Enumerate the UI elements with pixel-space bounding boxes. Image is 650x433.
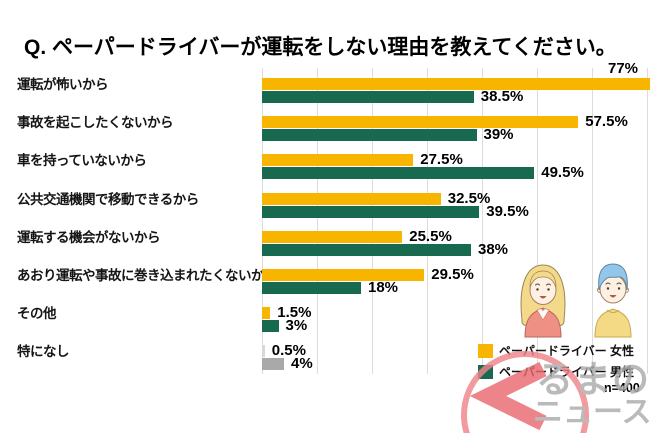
category-label: 事故を起こしたくないから [17, 115, 174, 131]
value-label: 39% [483, 126, 514, 144]
gridline [482, 68, 483, 374]
bar [262, 154, 414, 167]
bar [262, 243, 471, 256]
value-label: 1.5% [277, 304, 312, 322]
category-label: あおり運転や事故に巻き込まれたくないから [17, 268, 278, 283]
bar [262, 358, 284, 371]
bar [262, 345, 265, 358]
gridline [262, 68, 263, 374]
bar [262, 78, 650, 90]
woman-character-icon [520, 264, 566, 338]
value-label: 39.5% [486, 202, 529, 220]
logo-ring-icon [461, 351, 589, 433]
category-label: 公共交通機関で移動できるから [17, 191, 199, 207]
gridline [647, 68, 648, 374]
ku-mark-circle-icon [469, 361, 547, 431]
bar [262, 116, 579, 129]
people-illustration [520, 263, 632, 338]
value-label: 49.5% [541, 164, 584, 182]
category-label: 運転する機会がないから [17, 229, 161, 245]
value-label: 0.5% [271, 342, 306, 360]
bar [262, 307, 271, 320]
value-label: 38% [478, 240, 509, 258]
gridline [372, 68, 373, 374]
bar [262, 282, 361, 294]
value-label: 57.5% [585, 113, 628, 131]
logo-text-line2: ニュース [533, 396, 650, 429]
logo-text-line1: るまの [536, 359, 650, 400]
bar [262, 91, 474, 103]
bar [262, 205, 480, 218]
bar [262, 269, 425, 281]
sample-size-note: n=400 [604, 381, 640, 395]
category-label: 運転が怖いから [17, 77, 109, 92]
bar [262, 192, 441, 205]
gridline [317, 68, 318, 374]
man-character-icon [594, 263, 632, 338]
female-series-swatch [478, 343, 493, 358]
value-label: 18% [368, 279, 399, 296]
bar [262, 230, 403, 243]
value-label: 25.5% [409, 227, 452, 245]
category-label: 特になし [17, 344, 70, 360]
bar [262, 320, 279, 333]
value-label: 32.5% [447, 189, 491, 207]
value-label: 3% [285, 317, 308, 335]
value-label: 4% [291, 355, 313, 373]
value-label: 27.5% [420, 151, 463, 169]
chart-title: Q. ペーパードライバーが運転をしない理由を教えてください。 [24, 36, 617, 59]
category-label: その他 [17, 306, 57, 322]
gridline [592, 68, 593, 374]
value-label: 29.5% [431, 266, 474, 283]
bar [262, 129, 477, 142]
gridline [427, 68, 428, 374]
kuruma-news-watermark: るまの ニュース [461, 351, 650, 433]
bar [262, 167, 535, 180]
category-label: 車を持っていないから [17, 153, 147, 169]
value-label: 38.5% [480, 88, 524, 105]
gridline [537, 68, 538, 374]
value-label: 77% [608, 60, 639, 77]
